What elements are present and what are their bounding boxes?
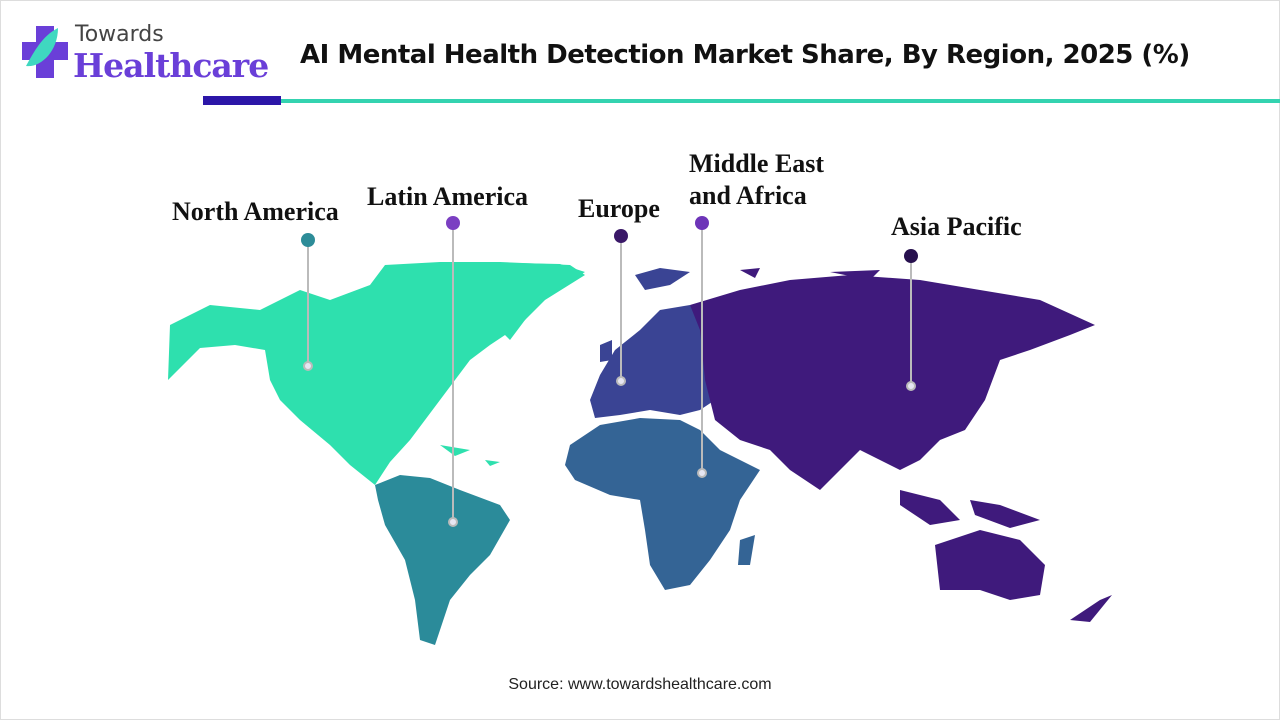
region-asia-pacific[interactable] (690, 268, 1112, 622)
dot-europe (614, 229, 628, 243)
logo: Towards Healthcare (20, 22, 269, 85)
logo-text-bottom: Healthcare (73, 46, 269, 85)
logo-text-top: Towards (75, 22, 164, 47)
marker-latin-america (448, 517, 458, 527)
page-title: AI Mental Health Detection Market Share,… (300, 40, 1190, 70)
dot-asia-pacific (904, 249, 918, 263)
marker-middle-east-africa (697, 468, 707, 478)
source-note: Source: www.towardshealthcare.com (508, 676, 772, 693)
region-north-america[interactable] (168, 262, 585, 485)
label-middle-east-line1: Middle East (689, 149, 825, 178)
logo-cross-icon (22, 26, 68, 78)
dot-north-america (301, 233, 315, 247)
title-underline (281, 99, 1280, 103)
label-europe: Europe (578, 194, 660, 223)
label-middle-east-line2: and Africa (689, 181, 807, 210)
label-latin-america: Latin America (367, 182, 529, 211)
label-north-america: North America (172, 197, 339, 226)
region-middle-east-africa[interactable] (565, 418, 760, 590)
marker-europe (616, 376, 626, 386)
label-asia-pacific: Asia Pacific (891, 212, 1022, 241)
region-latin-america[interactable] (375, 475, 510, 645)
marker-asia-pacific (906, 381, 916, 391)
title-underline-accent (203, 96, 281, 105)
dot-latin-america (446, 216, 460, 230)
leader-lines (303, 223, 916, 527)
dot-middle-east-africa (695, 216, 709, 230)
marker-north-america (303, 361, 313, 371)
region-europe[interactable] (590, 268, 715, 418)
